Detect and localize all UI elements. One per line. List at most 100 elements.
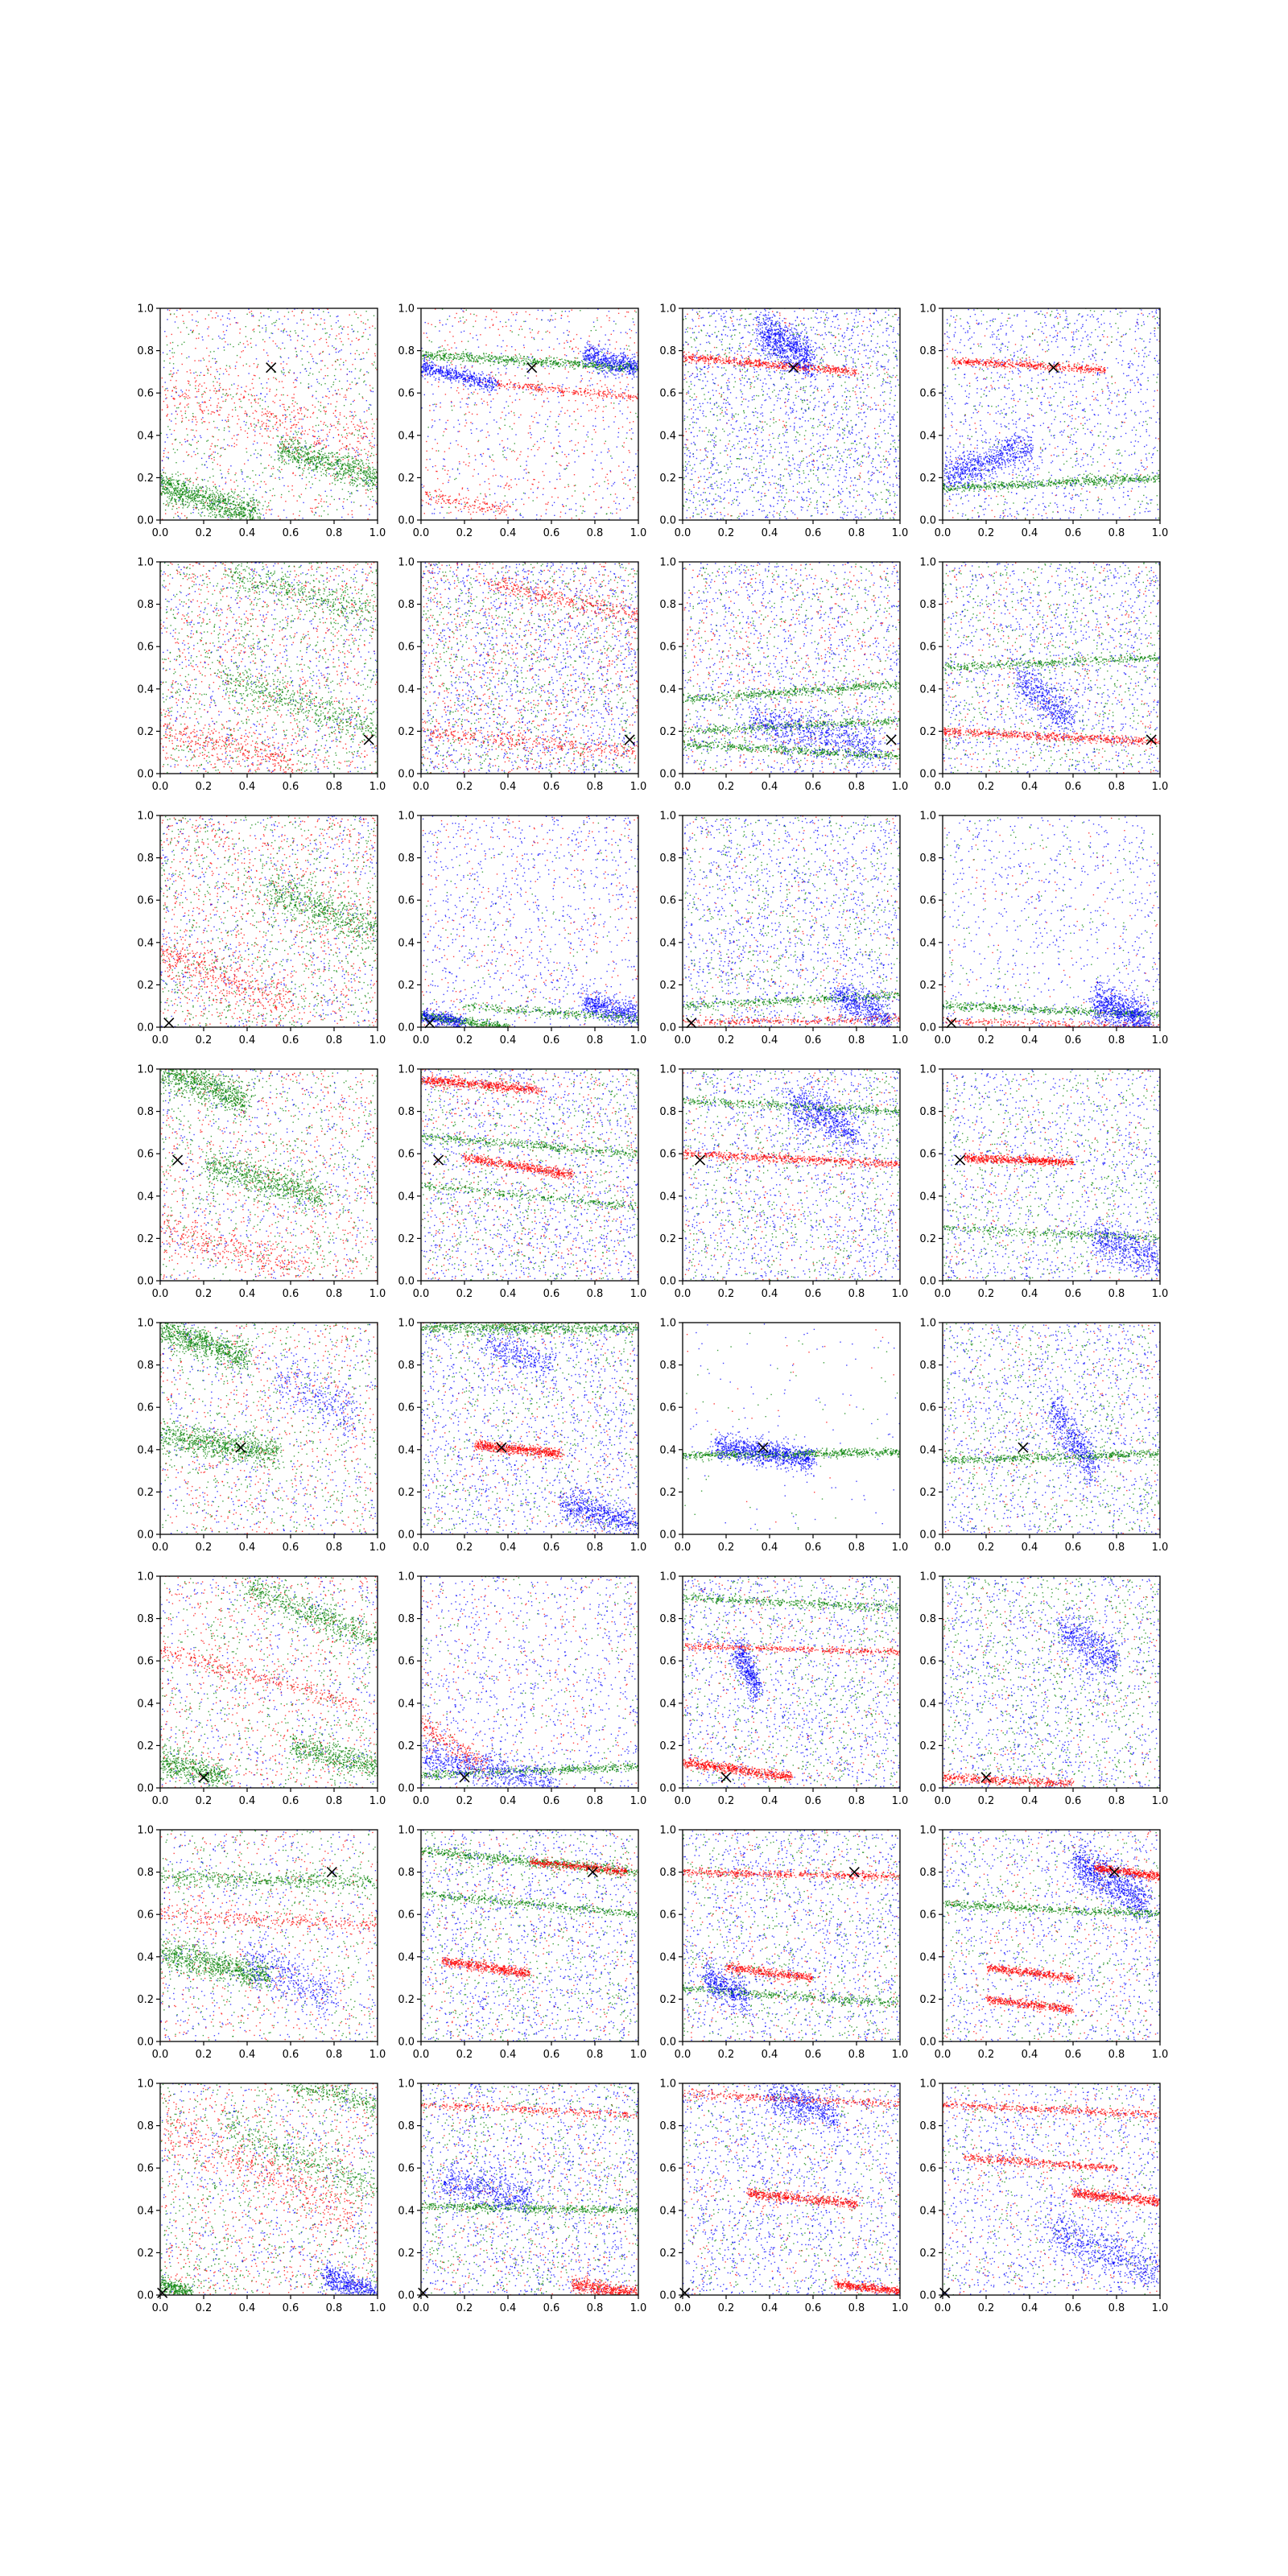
point-red — [198, 389, 199, 390]
point-green — [188, 493, 189, 494]
point-green — [171, 503, 172, 504]
point-green — [239, 515, 240, 516]
point-red — [181, 513, 182, 514]
point-red — [594, 429, 595, 430]
point-green — [350, 404, 351, 405]
y-tick-label: 0.0 — [137, 515, 154, 527]
point-red — [583, 453, 584, 454]
point-green — [298, 454, 299, 455]
point-green — [308, 362, 309, 363]
point-red — [530, 353, 531, 354]
point-red — [209, 400, 210, 401]
point-green — [250, 510, 251, 511]
point-green — [519, 357, 520, 358]
point-green — [302, 358, 303, 359]
point-green — [360, 421, 361, 422]
point-red — [260, 312, 261, 313]
point-blue — [329, 334, 330, 335]
point-green — [318, 436, 319, 437]
point-blue — [233, 383, 234, 384]
point-green — [220, 448, 221, 449]
point-green — [201, 502, 202, 503]
point-green — [277, 469, 278, 470]
point-green — [309, 447, 310, 448]
point-green — [557, 453, 558, 454]
point-red — [193, 416, 194, 417]
point-red — [634, 342, 635, 343]
point-red — [241, 429, 242, 430]
point-red — [574, 411, 575, 412]
point-green — [365, 463, 366, 464]
point-green — [348, 460, 349, 461]
point-green — [564, 359, 565, 360]
point-green — [314, 459, 315, 460]
point-green — [319, 461, 320, 462]
point-red — [510, 479, 511, 480]
point-green — [546, 363, 547, 364]
point-green — [432, 355, 433, 356]
point-green — [231, 503, 232, 504]
point-green — [597, 372, 598, 373]
point-blue — [435, 439, 436, 440]
point-blue — [363, 358, 364, 359]
point-red — [356, 384, 357, 385]
point-red — [175, 380, 176, 381]
point-green — [177, 345, 178, 346]
point-blue — [515, 510, 516, 511]
point-red — [244, 413, 245, 414]
point-red — [169, 419, 170, 420]
point-green — [186, 496, 187, 497]
point-red — [348, 334, 349, 335]
point-red — [312, 512, 313, 513]
point-blue — [227, 325, 228, 326]
point-green — [562, 311, 563, 312]
point-green — [308, 383, 309, 384]
point-green — [359, 484, 360, 485]
point-green — [575, 419, 576, 420]
point-green — [429, 362, 430, 363]
point-red — [436, 404, 437, 405]
point-green — [512, 360, 513, 361]
point-red — [635, 474, 636, 475]
point-green — [597, 367, 598, 368]
point-green — [356, 383, 357, 384]
point-red — [360, 443, 361, 444]
point-red — [237, 322, 238, 323]
point-green — [173, 479, 174, 480]
point-blue — [586, 435, 587, 436]
point-green — [176, 508, 177, 509]
point-blue — [559, 476, 560, 477]
point-blue — [588, 494, 589, 495]
point-red — [375, 355, 376, 356]
point-green — [356, 478, 357, 479]
point-green — [199, 375, 200, 376]
point-red — [349, 416, 350, 417]
point-red — [542, 406, 543, 407]
point-green — [295, 332, 296, 333]
point-green — [520, 513, 521, 514]
point-green — [637, 416, 638, 417]
point-red — [575, 400, 576, 401]
point-green — [206, 501, 207, 502]
point-green — [167, 479, 168, 480]
point-green — [304, 416, 305, 417]
point-green — [347, 456, 348, 457]
point-red — [292, 485, 293, 486]
point-red — [616, 513, 617, 514]
point-green — [282, 452, 283, 453]
point-green — [316, 459, 317, 460]
point-red — [442, 507, 443, 508]
point-green — [341, 466, 342, 467]
point-green — [227, 515, 228, 516]
point-red — [214, 427, 215, 428]
point-red — [229, 367, 230, 368]
point-green — [306, 448, 307, 449]
point-green — [560, 363, 561, 364]
point-green — [365, 475, 366, 476]
point-green — [513, 358, 514, 359]
point-red — [270, 444, 271, 445]
point-blue — [296, 380, 297, 381]
point-red — [297, 409, 298, 410]
point-blue — [521, 498, 522, 499]
point-green — [202, 499, 203, 500]
